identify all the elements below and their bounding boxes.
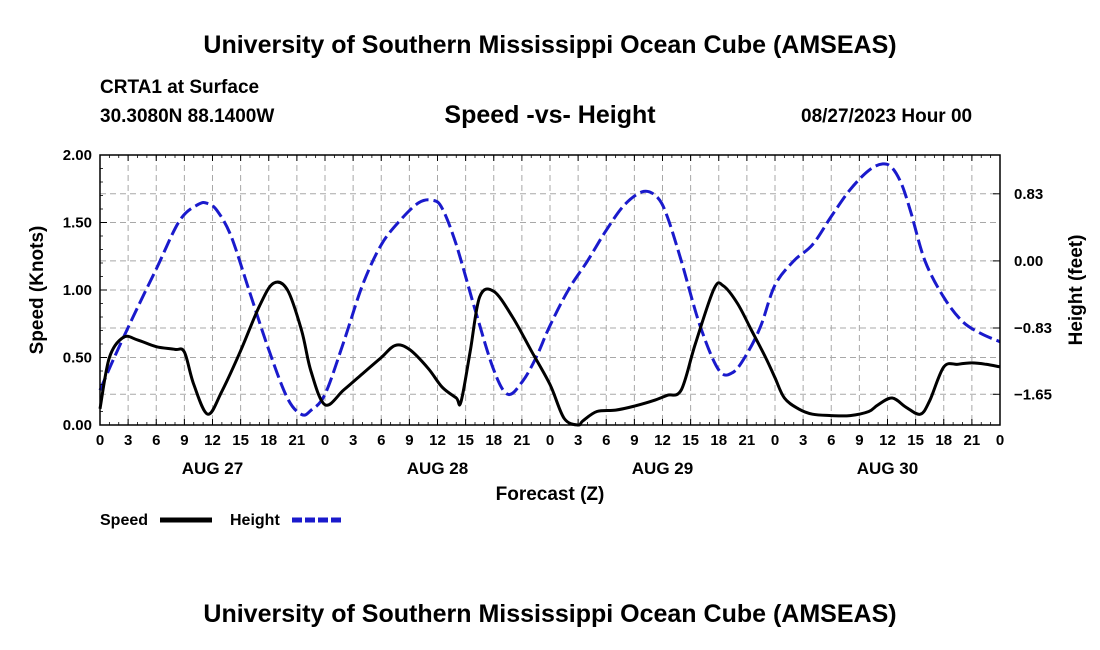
y-tick-label: 0.50 bbox=[63, 350, 92, 367]
x-tick-label: 9 bbox=[405, 432, 413, 449]
y-tick-label: 0.00 bbox=[63, 417, 92, 434]
day-label: AUG 29 bbox=[632, 459, 693, 478]
day-label: AUG 27 bbox=[182, 459, 243, 478]
day-label: AUG 28 bbox=[407, 459, 468, 478]
series-line-speed bbox=[98, 280, 1001, 427]
x-tick-label: 6 bbox=[602, 432, 610, 449]
y-tick-label: 1.00 bbox=[63, 282, 92, 299]
y2-axis-title: Height (feet) bbox=[1066, 235, 1087, 346]
x-tick-label: 6 bbox=[152, 432, 160, 449]
y2-tick-label: 0.00 bbox=[1014, 253, 1043, 270]
x-tick-label: 3 bbox=[574, 432, 582, 449]
x-tick-label: 3 bbox=[124, 432, 132, 449]
x-tick-label: 21 bbox=[739, 432, 756, 449]
x-tick-label: 15 bbox=[232, 432, 249, 449]
x-tick-label: 9 bbox=[630, 432, 638, 449]
x-tick-label: 0 bbox=[771, 432, 779, 449]
x-tick-label: 12 bbox=[204, 432, 221, 449]
legend-label-height: Height bbox=[230, 512, 280, 529]
y2-tick-label: −1.65 bbox=[1014, 386, 1052, 403]
x-tick-label: 0 bbox=[321, 432, 329, 449]
x-tick-label: 15 bbox=[907, 432, 924, 449]
x-axis-title: Forecast (Z) bbox=[496, 484, 605, 505]
x-tick-label: 12 bbox=[429, 432, 446, 449]
x-tick-label: 12 bbox=[654, 432, 671, 449]
axis-ticks: 0 3 6 9 12 15 18 21 0 3 6 9 12 15 18 21 0 3 6 9 12 15 18 21 0 3 6 9… bbox=[63, 147, 1052, 478]
x-tick-label: 0 bbox=[96, 432, 104, 449]
forecast-datetime: 08/27/2023 Hour 00 bbox=[801, 106, 973, 127]
x-tick-label: 15 bbox=[682, 432, 699, 449]
footer-title: University of Southern Mississippi Ocean… bbox=[203, 600, 897, 628]
x-tick-label: 21 bbox=[964, 432, 981, 449]
chart-title: Speed -vs- Height bbox=[444, 101, 656, 129]
legend: Speed Height bbox=[100, 512, 343, 529]
x-tick-label: 21 bbox=[514, 432, 531, 449]
x-tick-label: 12 bbox=[879, 432, 896, 449]
x-tick-label: 6 bbox=[827, 432, 835, 449]
page-title: University of Southern Mississippi Ocean… bbox=[203, 31, 897, 59]
y-tick-label: 1.50 bbox=[63, 215, 92, 232]
x-tick-label: 9 bbox=[855, 432, 863, 449]
x-tick-label: 0 bbox=[546, 432, 554, 449]
day-label: AUG 30 bbox=[857, 459, 918, 478]
station-label: CRTA1 at Surface bbox=[100, 77, 260, 98]
x-tick-label: 6 bbox=[377, 432, 385, 449]
axis-labels: Forecast (Z) Speed (Knots) Height (feet) bbox=[27, 226, 1087, 505]
coordinates-label: 30.3080N 88.1400W bbox=[100, 106, 275, 127]
x-tick-label: 9 bbox=[180, 432, 188, 449]
x-tick-label: 18 bbox=[935, 432, 952, 449]
legend-label-speed: Speed bbox=[100, 512, 148, 529]
x-tick-label: 18 bbox=[260, 432, 277, 449]
series-lines bbox=[98, 162, 1001, 427]
x-tick-label: 21 bbox=[289, 432, 306, 449]
x-tick-label: 15 bbox=[457, 432, 474, 449]
y-tick-label: 2.00 bbox=[63, 147, 92, 164]
x-tick-label: 18 bbox=[485, 432, 502, 449]
x-tick-label: 3 bbox=[349, 432, 357, 449]
x-tick-label: 18 bbox=[710, 432, 727, 449]
y2-tick-label: −0.83 bbox=[1014, 320, 1052, 337]
y-axis-title: Speed (Knots) bbox=[27, 226, 48, 355]
x-tick-label: 0 bbox=[996, 432, 1004, 449]
x-tick-label: 3 bbox=[799, 432, 807, 449]
y2-tick-label: 0.83 bbox=[1014, 186, 1043, 203]
